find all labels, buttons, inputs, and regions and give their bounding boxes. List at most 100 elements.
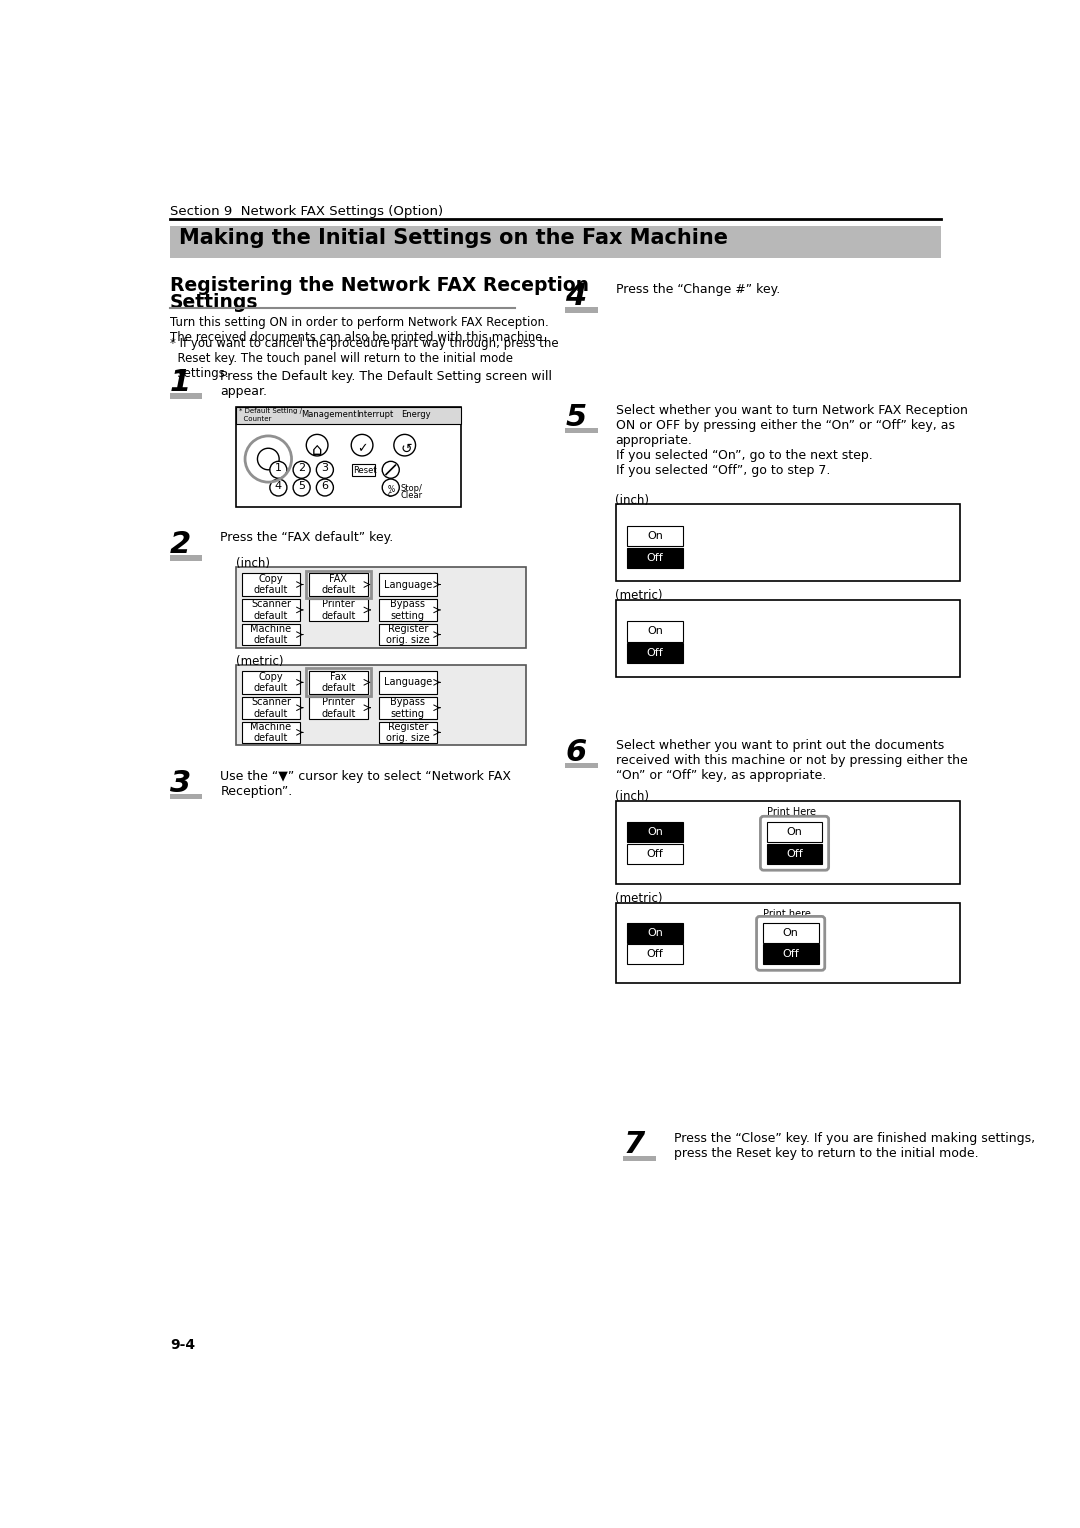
Text: 4: 4 [565, 283, 586, 310]
Text: Registering the Network FAX Reception: Registering the Network FAX Reception [170, 275, 589, 295]
Text: 9-4: 9-4 [170, 1339, 195, 1352]
Text: Clear: Clear [401, 490, 423, 500]
Text: 2: 2 [170, 530, 191, 559]
Bar [242, 671, 300, 694]
Text: Energy: Energy [401, 410, 431, 419]
Bar [235, 406, 460, 507]
Text: 3: 3 [170, 769, 191, 798]
Bar [352, 465, 375, 475]
Text: Bypass
setting: Bypass setting [390, 599, 426, 620]
Bar [235, 406, 460, 423]
Bar [616, 903, 960, 984]
Text: %: % [388, 486, 395, 494]
Circle shape [293, 461, 310, 478]
Text: Printer
default: Printer default [321, 697, 355, 718]
Text: (inch): (inch) [616, 494, 649, 507]
Text: Reset: Reset [353, 466, 377, 475]
Text: On: On [647, 626, 663, 637]
Text: Language: Language [383, 677, 432, 688]
Circle shape [270, 461, 287, 478]
Bar [242, 697, 300, 718]
Circle shape [316, 461, 334, 478]
Text: Copy
default: Copy default [254, 573, 288, 596]
Text: Press the “FAX default” key.: Press the “FAX default” key. [220, 532, 393, 544]
Text: ✓: ✓ [357, 442, 368, 455]
Text: Off: Off [647, 949, 663, 960]
Text: Management: Management [301, 410, 357, 419]
Text: Scanner
default: Scanner default [251, 697, 291, 718]
Text: Bypass
setting: Bypass setting [390, 697, 426, 718]
Text: (metric): (metric) [235, 654, 283, 668]
Text: Print Here: Print Here [767, 807, 815, 817]
Text: (metric): (metric) [616, 892, 663, 905]
Text: Stop/: Stop/ [401, 484, 422, 492]
Text: Off: Off [647, 850, 663, 859]
Text: Press the Default key. The Default Setting screen will
appear.: Press the Default key. The Default Setti… [220, 370, 552, 397]
Text: Copy
default: Copy default [254, 671, 288, 694]
Text: On: On [647, 532, 663, 541]
Text: Settings: Settings [170, 293, 258, 312]
Bar [767, 822, 823, 842]
Bar [379, 721, 437, 743]
Circle shape [382, 480, 400, 497]
Bar [170, 555, 202, 561]
Bar [379, 697, 437, 718]
Text: Press the “Change #” key.: Press the “Change #” key. [616, 284, 780, 296]
Bar [565, 428, 597, 434]
Text: * Default Setting /: * Default Setting / [239, 408, 301, 414]
Bar [767, 843, 823, 863]
Text: Making the Initial Settings on the Fax Machine: Making the Initial Settings on the Fax M… [179, 228, 728, 248]
Bar [309, 697, 367, 718]
Text: On: On [783, 927, 798, 938]
Circle shape [293, 480, 310, 497]
Text: FAX
default: FAX default [321, 573, 355, 596]
Bar [616, 601, 960, 677]
Bar [309, 599, 367, 620]
Text: Scanner
default: Scanner default [251, 599, 291, 620]
Bar [565, 307, 597, 313]
Circle shape [394, 434, 416, 455]
Text: ↺: ↺ [401, 442, 413, 455]
Bar [242, 599, 300, 620]
Text: (metric): (metric) [616, 590, 663, 602]
Text: Section 9  Network FAX Settings (Option): Section 9 Network FAX Settings (Option) [170, 205, 443, 219]
Bar [170, 795, 202, 799]
Bar [762, 944, 819, 964]
Text: ⌂: ⌂ [312, 440, 322, 458]
Bar [307, 570, 370, 599]
Bar [565, 762, 597, 769]
Bar [627, 643, 683, 663]
Bar [627, 843, 683, 863]
Bar [627, 944, 683, 964]
Bar [627, 622, 683, 642]
Text: 1: 1 [275, 463, 282, 474]
Circle shape [351, 434, 373, 455]
Circle shape [270, 480, 287, 497]
Bar [623, 1155, 656, 1161]
Circle shape [257, 448, 279, 469]
Text: 1: 1 [170, 368, 191, 397]
Text: Fax
default: Fax default [321, 671, 355, 694]
Text: c: c [388, 490, 392, 498]
Text: Machine
default: Machine default [251, 721, 292, 743]
Text: 7: 7 [623, 1131, 645, 1160]
Bar [616, 801, 960, 885]
Bar [627, 923, 683, 943]
Bar [170, 226, 941, 258]
Text: Select whether you want to print out the documents
received with this machine or: Select whether you want to print out the… [616, 740, 968, 782]
Text: Use the “▼” cursor key to select “Network FAX
Reception”.: Use the “▼” cursor key to select “Networ… [220, 770, 511, 798]
Text: Off: Off [647, 553, 663, 562]
Bar [627, 547, 683, 567]
Bar [379, 573, 437, 596]
Bar [379, 623, 437, 645]
Text: Press the “Close” key. If you are finished making settings,
press the Reset key : Press the “Close” key. If you are finish… [674, 1132, 1035, 1160]
Text: On: On [647, 828, 663, 837]
Text: Register
orig. size: Register orig. size [386, 623, 430, 645]
Text: 2: 2 [298, 463, 306, 474]
Text: Print here: Print here [762, 909, 811, 918]
Text: Language: Language [383, 579, 432, 590]
Text: On: On [647, 927, 663, 938]
Text: * If you want to cancel the procedure part way through, press the
  Reset key. T: * If you want to cancel the procedure pa… [170, 336, 558, 379]
Bar [235, 567, 526, 648]
Circle shape [316, 480, 334, 497]
